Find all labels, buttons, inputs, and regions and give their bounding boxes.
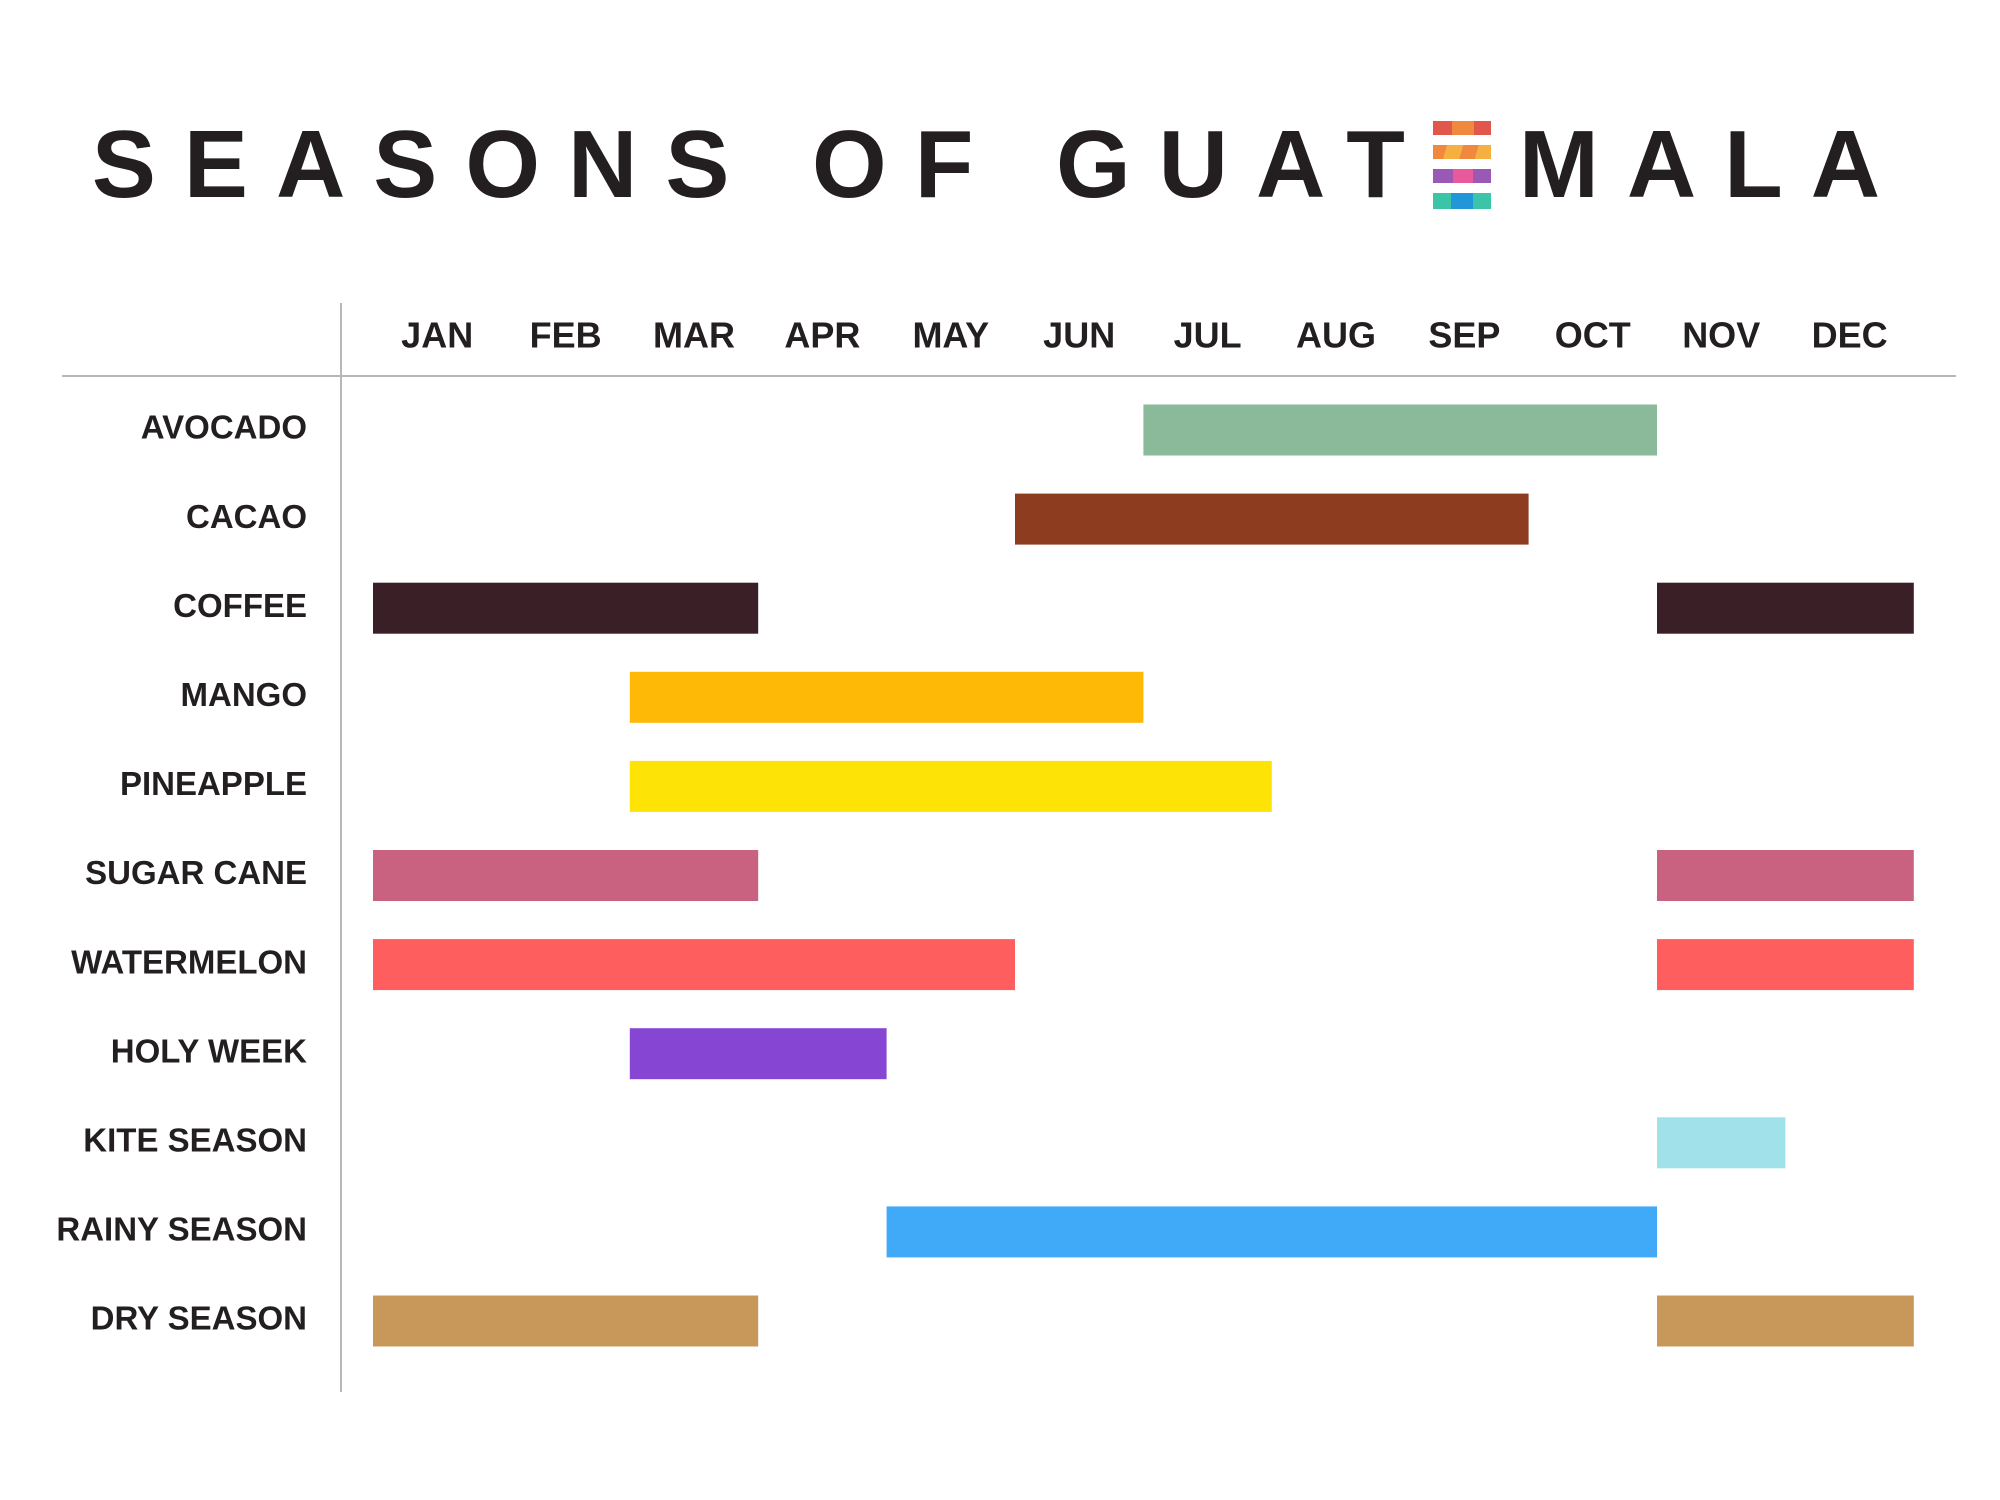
month-labels: JAN FEB MAR APR MAY JUN JUL AUG SEP OCT NOV DEC: [401, 315, 1887, 356]
row-label-dry-season: DRY SEASON: [91, 1300, 307, 1337]
row-label-mango: MANGO: [181, 676, 308, 713]
bar-sugar-cane-2: [1657, 850, 1914, 901]
bar-pineapple-1: [629, 760, 1272, 812]
guatemala-textile-e-icon: [1432, 121, 1491, 209]
row-labels: AVOCADO CACAO COFFEE MANGO PINEAPPLE SUGAR CA…: [56, 409, 307, 1337]
row-label-avocado: AVOCADO: [141, 409, 307, 446]
month-label-mar: MAR: [653, 315, 735, 356]
bar-cacao-1: [1015, 493, 1529, 545]
month-label-jun: JUN: [1043, 315, 1115, 356]
row-label-watermelon: WATERMELON: [71, 943, 307, 980]
month-label-aug: AUG: [1296, 315, 1376, 356]
bar-sugar-cane-1: [373, 850, 759, 901]
row-label-sugar-cane: SUGAR CANE: [85, 854, 307, 891]
bar-dry-season-1: [373, 1295, 759, 1347]
month-label-dec: DEC: [1812, 315, 1888, 356]
bar-watermelon-2: [1657, 939, 1914, 991]
bar-mango-1: [629, 671, 1144, 723]
title-text-start: SEASONS OF GUAT: [91, 111, 1433, 218]
month-label-nov: NOV: [1682, 315, 1760, 356]
month-label-oct: OCT: [1555, 315, 1631, 356]
month-label-jan: JAN: [401, 315, 473, 356]
row-label-coffee: COFFEE: [173, 587, 307, 624]
row-label-holy-week: HOLY WEEK: [111, 1032, 307, 1069]
month-label-feb: FEB: [530, 315, 602, 356]
row-label-rainy-season: RAINY SEASON: [56, 1211, 307, 1248]
month-label-jul: JUL: [1174, 315, 1242, 356]
row-label-pineapple: PINEAPPLE: [120, 765, 307, 802]
row-label-cacao: CACAO: [186, 498, 307, 535]
month-label-sep: SEP: [1428, 315, 1500, 356]
bar-avocado-1: [1143, 404, 1657, 456]
bar-kite-season-1: [1657, 1117, 1786, 1169]
bar-rainy-season-1: [886, 1206, 1657, 1258]
month-label-may: MAY: [912, 315, 989, 356]
bar-dry-season-2: [1657, 1295, 1914, 1347]
season-bars: [373, 404, 1914, 1347]
title-text-end: MALA: [1518, 111, 1909, 218]
row-label-kite-season: KITE SEASON: [83, 1122, 307, 1159]
month-label-apr: APR: [784, 315, 860, 356]
chart-title: SEASONS OF GUAT MALA: [0, 110, 2000, 220]
bar-coffee-1: [373, 582, 759, 634]
bar-holy-week-1: [629, 1028, 887, 1080]
bar-watermelon-1: [373, 939, 1015, 991]
bar-coffee-2: [1657, 582, 1914, 634]
